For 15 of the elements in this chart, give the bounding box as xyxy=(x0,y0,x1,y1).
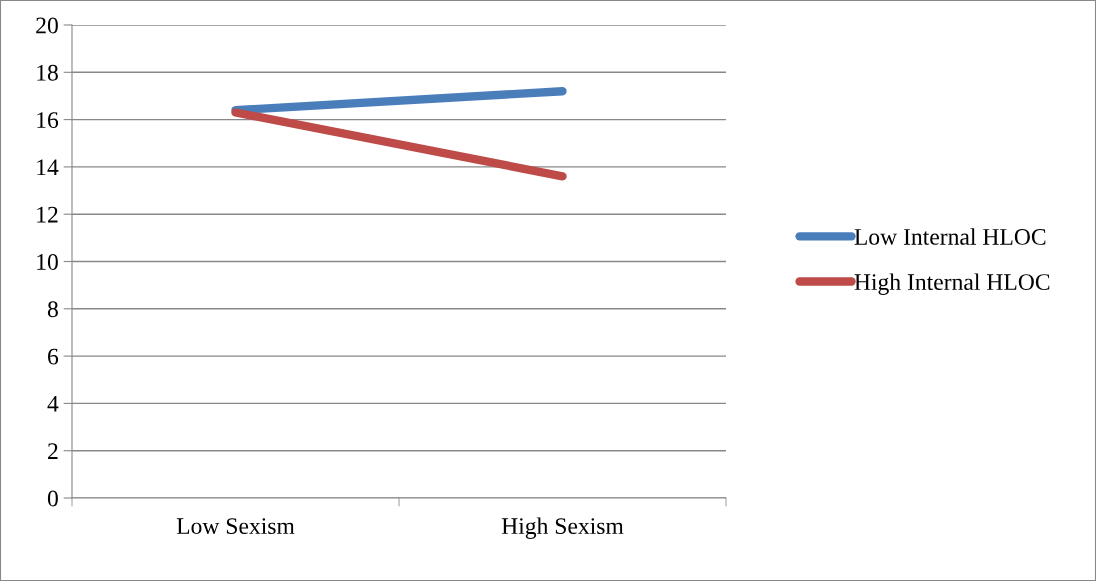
y-tick-label: 0 xyxy=(47,490,58,507)
y-tick-label: 2 xyxy=(48,443,58,459)
y-tick-label: 10 xyxy=(37,253,58,270)
y-tick-label: 12 xyxy=(37,206,58,223)
y-tick-label: 4 xyxy=(47,396,59,412)
x-tick-label: High Sexism xyxy=(501,517,624,539)
y-tick-label: 18 xyxy=(37,64,58,81)
y-tick-label: 6 xyxy=(48,348,59,365)
legend-label: Low Internal HLOC xyxy=(854,228,1046,245)
x-tick-label: Low Sexism xyxy=(176,518,295,535)
y-tick-label: 14 xyxy=(37,159,59,176)
legend-label: High Internal HLOC xyxy=(854,273,1050,295)
y-tick-label: 20 xyxy=(36,17,58,34)
y-tick-label: 8 xyxy=(47,301,58,318)
y-tick-label: 16 xyxy=(37,112,59,129)
